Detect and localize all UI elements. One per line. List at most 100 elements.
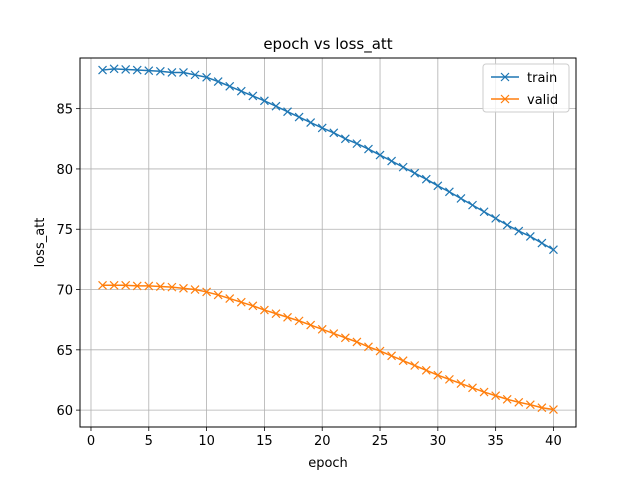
data-point-valid [491,391,501,401]
plot-frame [79,57,577,428]
data-point-train [109,64,119,74]
data-point-valid [410,361,420,370]
data-point-valid [248,301,258,311]
y-tick-label: 70 [56,284,73,299]
data-point-valid [225,294,235,303]
x-axis-label: epoch [308,456,348,471]
data-point-train [155,66,165,76]
data-point-valid [190,285,200,294]
data-point-train [329,128,339,138]
data-point-valid [514,397,524,407]
legend-label-train: train [527,71,557,86]
data-point-train [167,68,177,77]
data-point-valid [109,280,119,290]
data-point-train [294,112,304,122]
data-point-train [132,65,142,75]
data-point-train [398,162,408,172]
data-point-train [514,226,524,236]
y-tick-label: 75 [56,223,73,238]
data-point-valid [329,329,339,338]
data-point-train [456,194,466,203]
x-tick-label: 10 [198,434,215,449]
data-point-valid [121,280,131,290]
y-tick-label: 85 [56,103,73,118]
plot-series [98,64,558,414]
y-tick-label: 80 [56,163,73,178]
data-point-valid [479,387,489,397]
data-point-valid [271,309,281,319]
data-point-train [387,156,397,166]
x-tick-label: 30 [430,434,447,449]
legend: train valid [482,63,570,113]
data-point-train [375,150,385,160]
data-point-train [444,187,454,197]
data-point-valid [444,374,454,384]
data-point-valid [132,281,142,291]
data-point-train [225,81,235,91]
data-point-valid [317,324,327,334]
data-point-train [248,91,258,101]
data-point-train [271,101,281,111]
legend-marker-train [500,72,510,82]
data-point-train [144,66,154,76]
x-tick-label: 20 [314,434,331,449]
data-point-train [549,245,558,255]
data-point-valid [398,356,408,366]
data-point-train [283,107,292,117]
data-point-train [213,77,223,86]
series-train [98,64,558,255]
data-point-valid [283,312,292,322]
y-axis-label: loss_att [33,218,48,268]
legend-label-valid: valid [527,93,558,108]
data-point-train [502,220,512,230]
data-point-train [537,238,547,248]
axis-ticks: 0 5 10 15 20 25 30 35 40 60 65 70 75 80 85 [56,103,561,449]
x-tick-label: 15 [256,434,273,449]
data-point-valid [236,297,246,307]
data-point-valid [549,405,558,414]
data-point-train [421,174,431,184]
data-point-train [259,96,269,106]
series-line-valid [102,284,554,411]
data-point-valid [259,305,269,315]
x-tick-label: 25 [372,434,389,449]
data-point-train [352,139,362,149]
data-point-train [340,134,350,144]
data-point-valid [421,365,431,375]
data-point-train [190,70,200,80]
data-point-valid [456,379,466,389]
data-point-train [491,213,501,223]
data-point-valid [202,287,212,297]
data-point-valid [468,383,477,393]
data-point-valid [525,400,535,410]
x-tick-label: 35 [487,434,504,449]
x-tick-label: 5 [145,434,153,449]
data-point-valid [306,320,316,330]
data-point-train [236,86,246,96]
data-point-train [433,181,443,191]
data-point-valid [167,282,177,292]
data-point-train [364,144,373,154]
y-tick-label: 60 [56,404,73,419]
data-point-train [98,65,107,75]
data-point-train [121,65,131,74]
data-point-train [306,118,316,127]
chart-title: epoch vs loss_att [263,35,392,54]
data-point-train [479,207,489,217]
series-valid [98,280,558,414]
data-point-train [410,168,420,178]
data-point-valid [387,351,397,361]
series-line-train [102,68,554,251]
x-tick-label: 40 [545,434,562,449]
data-point-valid [364,342,373,352]
data-point-valid [98,280,107,290]
data-point-valid [179,283,188,293]
data-point-valid [537,403,547,413]
data-point-train [179,68,188,77]
data-point-valid [144,281,154,291]
data-point-valid [155,282,165,291]
data-point-train [525,232,535,241]
x-tick-label: 0 [87,434,95,449]
data-point-valid [502,394,512,404]
